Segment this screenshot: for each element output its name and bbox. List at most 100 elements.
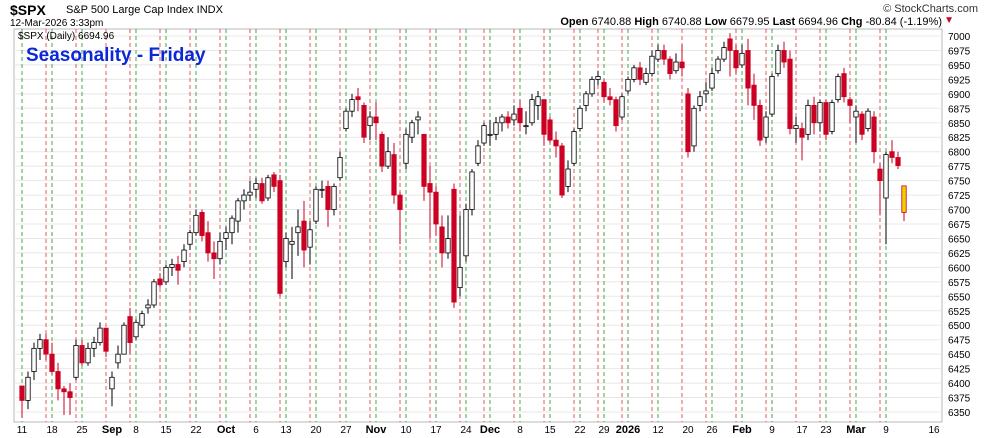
candle-body xyxy=(805,105,811,135)
candle-body xyxy=(841,73,847,98)
y-tick-label: 7000 xyxy=(948,32,971,43)
symbol-description: S&P 500 Large Cap Index INDX xyxy=(66,4,223,16)
candle-body xyxy=(343,110,349,129)
candle-body xyxy=(187,232,193,245)
candle-body xyxy=(253,183,259,190)
change-label: Chg xyxy=(841,16,863,28)
y-tick-label: 6950 xyxy=(948,61,971,72)
candle-body xyxy=(163,266,169,283)
candle-body xyxy=(79,345,85,364)
y-tick-label: 6825 xyxy=(948,133,971,144)
y-tick-label: 6900 xyxy=(948,90,971,101)
candle-body xyxy=(331,185,337,210)
candle-body xyxy=(685,93,691,153)
y-tick-label: 6750 xyxy=(948,177,971,188)
candle-body xyxy=(319,188,325,191)
y-tick-label: 6350 xyxy=(948,408,971,419)
candle-body xyxy=(667,58,673,75)
candle-body xyxy=(763,116,769,138)
candle-body xyxy=(571,131,577,164)
x-tick-label: 25 xyxy=(76,425,88,436)
candle-body xyxy=(427,183,433,193)
candle-body xyxy=(157,278,163,286)
y-tick-label: 6925 xyxy=(948,75,971,86)
x-tick-label: 8 xyxy=(133,425,139,436)
ohlc-readout: Open 6740.88 High 6740.88 Low 6679.95 La… xyxy=(560,16,942,28)
candle-body xyxy=(577,107,583,129)
candle-body xyxy=(661,50,667,60)
y-tick-label: 6775 xyxy=(948,162,971,173)
x-tick-label: 29 xyxy=(598,425,610,436)
x-tick-label: Mar xyxy=(846,424,866,436)
candle-body xyxy=(49,353,55,372)
candle-body xyxy=(715,58,721,72)
candle-body xyxy=(31,347,37,372)
series-legend: $SPX (Daily) 6694.96 xyxy=(18,31,115,42)
candle-body xyxy=(97,327,103,343)
candle-body xyxy=(709,73,715,89)
candle-body xyxy=(307,229,313,248)
candle-body xyxy=(145,304,151,309)
open-label: Open xyxy=(560,16,589,28)
high-label: High xyxy=(634,16,659,28)
candle-body xyxy=(67,391,73,398)
candle-body xyxy=(43,339,49,355)
candle-body xyxy=(295,226,301,234)
y-tick-label: 6875 xyxy=(948,104,971,115)
candle-body xyxy=(781,50,787,63)
open-value: 6740.88 xyxy=(591,16,632,28)
candle-body xyxy=(547,119,553,141)
candle-body xyxy=(523,125,529,128)
candle-body xyxy=(457,266,463,289)
y-tick-label: 6975 xyxy=(948,46,971,57)
last-label: Last xyxy=(772,16,796,28)
candle-body xyxy=(553,139,559,147)
candle-body xyxy=(739,52,745,66)
candle-body xyxy=(625,78,631,92)
chart-title: Seasonality - Friday xyxy=(26,45,206,66)
candle-body xyxy=(601,81,607,98)
candle-body xyxy=(85,347,91,364)
y-tick-label: 6625 xyxy=(948,249,971,260)
candle-body xyxy=(337,157,343,179)
candle-body xyxy=(865,110,871,129)
candle-body xyxy=(199,212,205,236)
candle-body xyxy=(379,133,385,167)
candle-body xyxy=(283,238,289,262)
candle-body xyxy=(175,264,181,271)
x-tick-label: 18 xyxy=(46,425,58,436)
x-tick-label: 11 xyxy=(17,425,28,436)
y-tick-label: 6525 xyxy=(948,307,971,318)
y-tick-label: 6425 xyxy=(948,365,971,376)
stockcharts-logo: © StockCharts.com xyxy=(883,3,978,15)
candle-body xyxy=(55,371,61,390)
candle-body xyxy=(115,353,121,364)
chart-datetime: 12-Mar-2026 3:33pm xyxy=(10,18,104,29)
candle-body xyxy=(277,180,283,294)
candle-body xyxy=(463,209,469,257)
candle-body xyxy=(403,133,409,164)
y-axis: 6350 6375 6400 6425 6450 6475 6500 6525 6550 6575… xyxy=(948,32,971,419)
y-tick-label: 6550 xyxy=(948,292,971,303)
x-tick-label: Nov xyxy=(366,424,388,436)
candle-body xyxy=(223,232,229,239)
candle-body xyxy=(853,110,859,118)
candle-body xyxy=(475,145,481,164)
candle-body xyxy=(637,67,643,80)
candle-body xyxy=(451,188,457,303)
candle-body xyxy=(679,61,685,69)
weekday-gridlines xyxy=(21,29,887,422)
x-tick-label: 8 xyxy=(517,425,523,436)
y-tick-label: 6400 xyxy=(948,379,971,390)
candle-body xyxy=(397,194,403,210)
candle-body xyxy=(595,76,601,80)
candle-body xyxy=(133,321,139,338)
candle-body xyxy=(775,50,781,75)
candle-body xyxy=(169,264,175,268)
candle-body xyxy=(355,96,361,101)
candle-body xyxy=(433,191,439,225)
candle-body xyxy=(61,388,67,393)
candle-body xyxy=(37,339,43,349)
candle-body xyxy=(241,194,247,202)
